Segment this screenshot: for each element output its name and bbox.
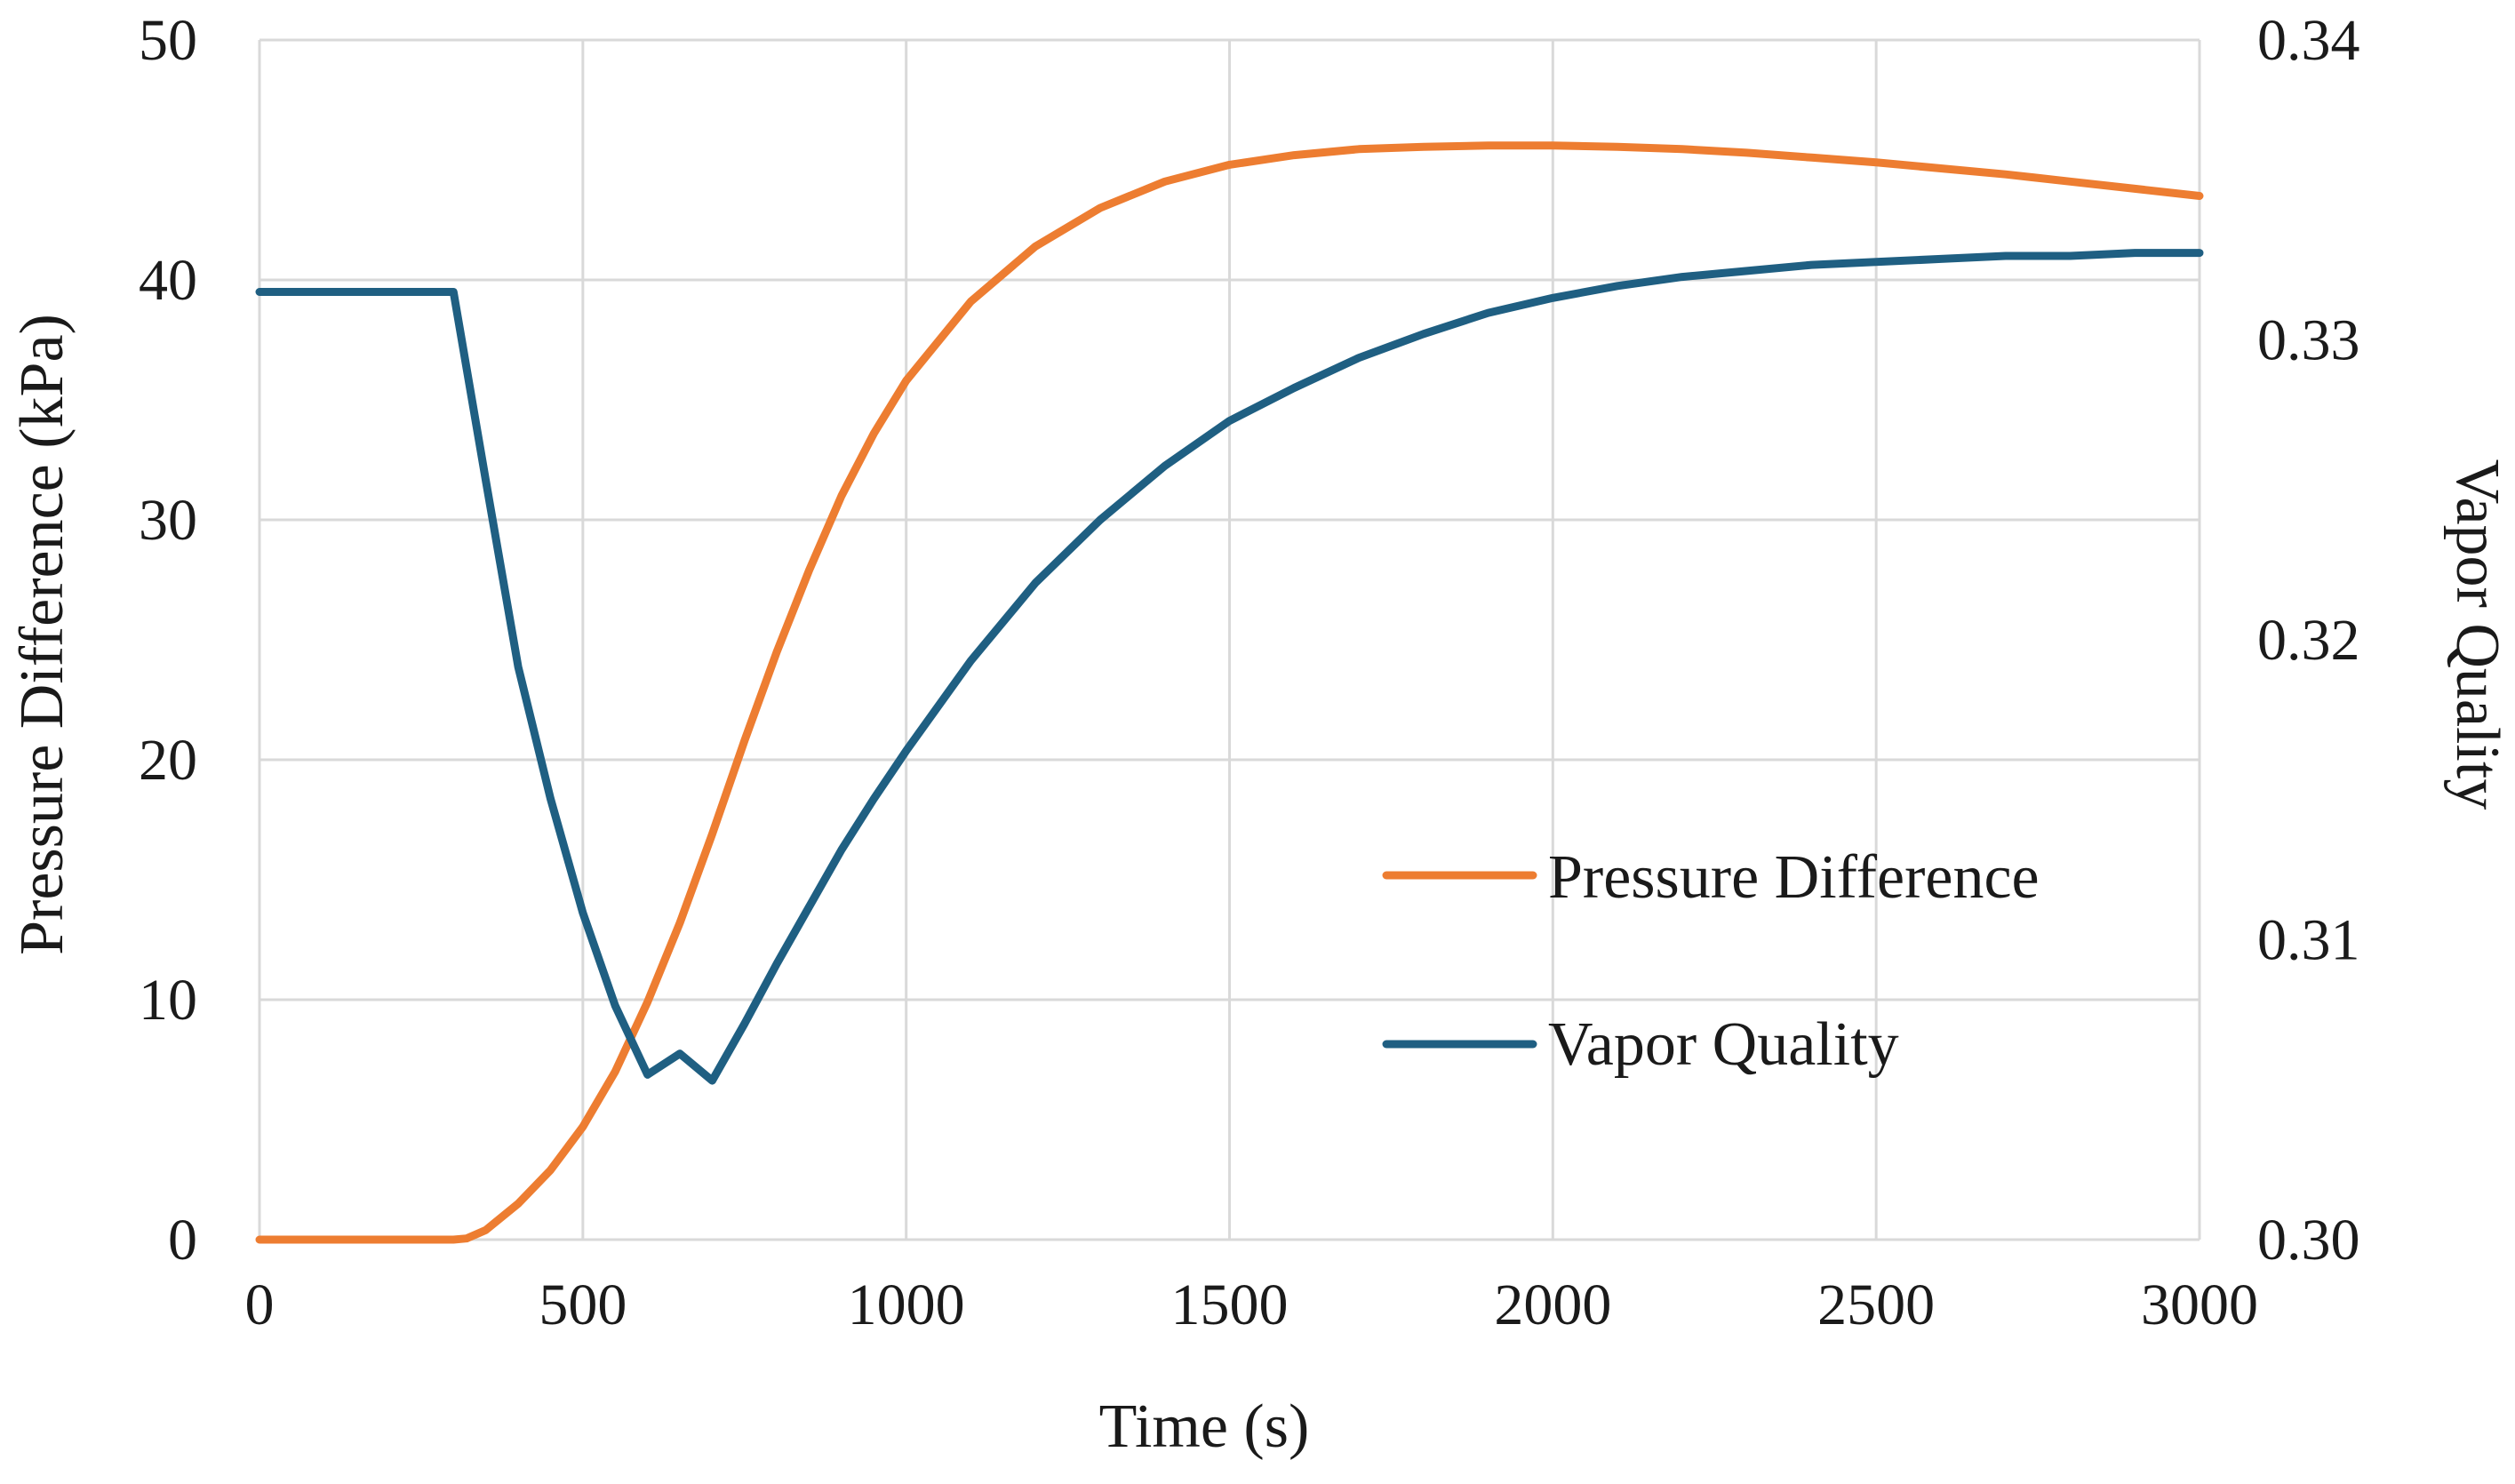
x-tick-label: 0 [245,1273,275,1337]
x-tick-label: 2000 [1494,1273,1611,1337]
y2-axis-title: Vapor Quality [2443,459,2511,810]
legend-label-pressure-difference: Pressure Difference [1548,843,2040,912]
tick-labels: 0 500 1000 1500 2000 2500 3000 0 10 20 30 40 50 0.30 0… [139,8,2360,1337]
y-tick-label: 20 [139,728,197,793]
gridlines [258,38,2201,1241]
series-lines [255,141,2204,1244]
y-tick-label: 10 [139,968,197,1033]
x-axis-title: Time (s) [1099,1392,1310,1461]
y2-tick-label: 0.32 [2257,608,2360,673]
x-tick-label: 500 [539,1273,627,1337]
y2-tick-label: 0.33 [2257,308,2360,373]
y-tick-label: 50 [139,8,197,73]
series-line-pressure-difference [255,141,2204,1244]
series-line-vapor-quality [255,249,2204,1085]
y-tick-label: 40 [139,248,197,313]
x-tick-label: 1500 [1171,1273,1289,1337]
y-tick-label: 0 [168,1208,197,1273]
legend-label-vapor-quality: Vapor Quality [1548,1010,1899,1079]
y-axis-title: Pressure Difference (kPa) [8,314,76,955]
y2-tick-label: 0.30 [2257,1208,2360,1273]
x-tick-label: 3000 [2141,1273,2258,1337]
x-tick-label: 2500 [1817,1273,1935,1337]
y2-tick-label: 0.34 [2257,8,2360,73]
y2-tick-label: 0.31 [2257,908,2360,973]
y-tick-label: 30 [139,488,197,553]
x-tick-label: 1000 [848,1273,965,1337]
legend: Pressure Difference Vapor Quality [1382,843,2040,1079]
